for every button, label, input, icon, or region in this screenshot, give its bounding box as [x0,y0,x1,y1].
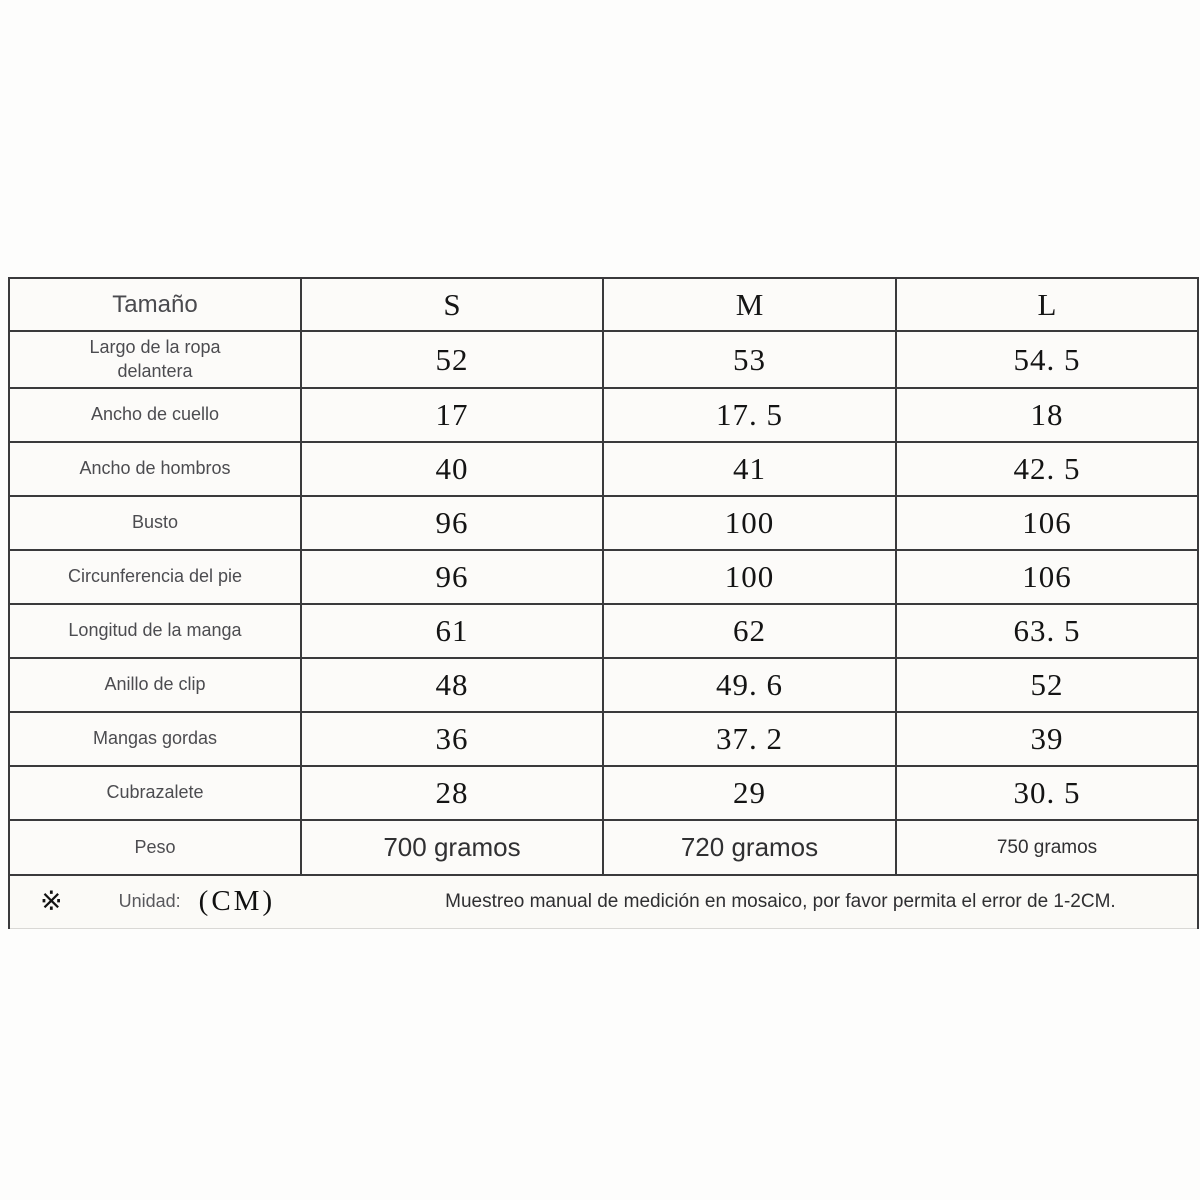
row-value: 29 [602,765,897,821]
row-value: 106 [895,495,1199,551]
header-size-s: S [300,277,604,332]
row-label: Longitud de la manga [8,603,302,659]
row-value: 62 [602,603,897,659]
row-label-text: Ancho de hombros [79,458,231,479]
row-value: 53 [602,330,897,389]
row-label-text: Ancho de cuello [90,404,220,425]
footer-content: ※ Unidad: (CM) Muestreo manual de medici… [11,885,1196,918]
table-row: Cubrazalete 28 29 30. 5 [8,765,1199,821]
row-value: 30. 5 [895,765,1199,821]
row-value: 37. 2 [602,711,897,767]
row-label: Largo de la ropa delantera [8,330,302,389]
header-size-label: Tamaño [8,277,302,332]
row-value: 39 [895,711,1199,767]
row-label: Anillo de clip [8,657,302,713]
measurement-rows: Largo de la ropa delantera 52 53 54. 5 Ancho… [8,330,1199,876]
row-value: 41 [602,441,897,497]
unit-value: (CM) [198,885,276,918]
row-value: 106 [895,549,1199,605]
row-label: Circunferencia del pie [8,549,302,605]
measurement-error-note: Muestreo manual de medición en mosaico, … [445,890,1116,912]
row-value: 17. 5 [602,387,897,443]
row-label: Ancho de cuello [8,387,302,443]
row-value: 720 gramos [602,819,897,876]
row-label: Cubrazalete [8,765,302,821]
row-value: 49. 6 [602,657,897,713]
table-row: Ancho de hombros 40 41 42. 5 [8,441,1199,497]
row-value: 96 [300,495,604,551]
row-value: 100 [602,495,897,551]
table-row: Peso 700 gramos 720 gramos 750 gramos [8,819,1199,876]
row-value: 61 [300,603,604,659]
row-label-text: Circunferencia del pie [67,566,243,587]
row-label-text: Longitud de la manga [68,620,242,641]
row-value: 18 [895,387,1199,443]
row-value: 42. 5 [895,441,1199,497]
row-value: 96 [300,549,604,605]
table-row: Busto 96 100 106 [8,495,1199,551]
unit-label: Unidad: [118,891,181,912]
row-label: Mangas gordas [8,711,302,767]
table-row: Mangas gordas 36 37. 2 39 [8,711,1199,767]
reference-mark-icon: ※ [40,886,63,918]
header-size-l: L [895,277,1199,332]
row-value: 63. 5 [895,603,1199,659]
row-label-text: Cubrazalete [106,782,204,803]
footer-row: ※ Unidad: (CM) Muestreo manual de medici… [8,874,1199,929]
row-label-text: Anillo de clip [104,674,206,695]
row-label-text: Peso [134,836,176,857]
row-value: 17 [300,387,604,443]
table-row: Anillo de clip 48 49. 6 52 [8,657,1199,713]
row-label: Peso [8,819,302,876]
row-label-text: Busto [131,512,179,533]
row-value: 52 [895,657,1199,713]
row-value: 48 [300,657,604,713]
row-value: 28 [300,765,604,821]
row-label: Ancho de hombros [8,441,302,497]
row-value: 36 [300,711,604,767]
row-label-text: Largo de la ropa delantera [89,337,221,381]
footer-cell: ※ Unidad: (CM) Muestreo manual de medici… [8,874,1199,929]
table-row: Circunferencia del pie 96 100 106 [8,549,1199,605]
row-value: 40 [300,441,604,497]
row-value: 52 [300,330,604,389]
header-size-m: M [602,277,897,332]
row-label: Busto [8,495,302,551]
row-value: 100 [602,549,897,605]
table-row: Largo de la ropa delantera 52 53 54. 5 [8,330,1199,389]
row-value: 750 gramos [895,819,1199,876]
row-label-text: Mangas gordas [92,728,218,749]
table-row: Longitud de la manga 61 62 63. 5 [8,603,1199,659]
table-row: Ancho de cuello 17 17. 5 18 [8,387,1199,443]
row-value: 54. 5 [895,330,1199,389]
row-value: 700 gramos [300,819,604,876]
